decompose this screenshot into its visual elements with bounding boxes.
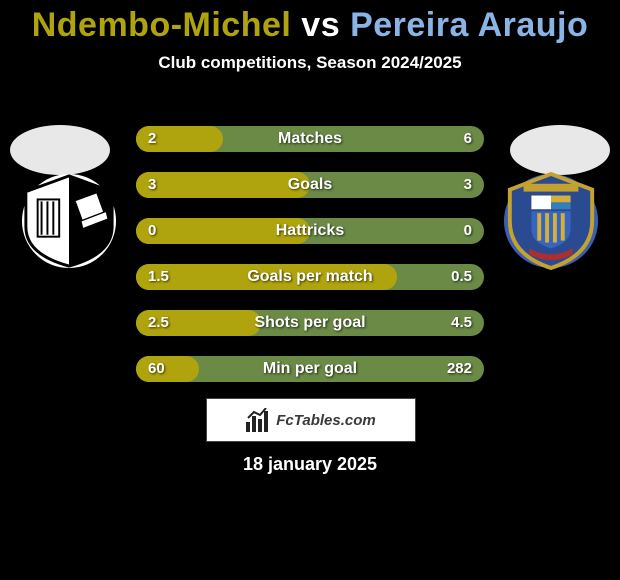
- stat-label: Goals per match: [136, 264, 484, 290]
- player2-headshot: [510, 125, 610, 175]
- stat-label: Shots per goal: [136, 310, 484, 336]
- player1-headshot: [10, 125, 110, 175]
- title-vs: vs: [301, 6, 340, 44]
- stat-label: Min per goal: [136, 356, 484, 382]
- stat-label: Hattricks: [136, 218, 484, 244]
- player1-name: Ndembo-Michel: [32, 6, 292, 44]
- player2-name: Pereira Araujo: [350, 6, 588, 44]
- stat-row: 1.50.5Goals per match: [136, 264, 484, 290]
- stat-label: Matches: [136, 126, 484, 152]
- stat-bars: 26Matches 33Goals 00Hattricks 1.50.5Goals p…: [136, 126, 484, 402]
- snapshot-date: 18 january 2025: [0, 454, 620, 475]
- stat-row: 26Matches: [136, 126, 484, 152]
- site-banner-text: FcTables.com: [276, 412, 375, 429]
- stat-row: 2.54.5Shots per goal: [136, 310, 484, 336]
- page-title: Ndembo-Michel vs Pereira Araujo: [0, 0, 620, 45]
- stat-row: 00Hattricks: [136, 218, 484, 244]
- stat-label: Goals: [136, 172, 484, 198]
- stat-row: 60282Min per goal: [136, 356, 484, 382]
- stat-row: 33Goals: [136, 172, 484, 198]
- player2-club-crest: [502, 172, 600, 270]
- page-subtitle: Club competitions, Season 2024/2025: [0, 53, 620, 73]
- site-banner[interactable]: FcTables.com: [206, 398, 416, 442]
- player1-club-crest: [20, 172, 118, 270]
- chart-icon: [246, 408, 268, 432]
